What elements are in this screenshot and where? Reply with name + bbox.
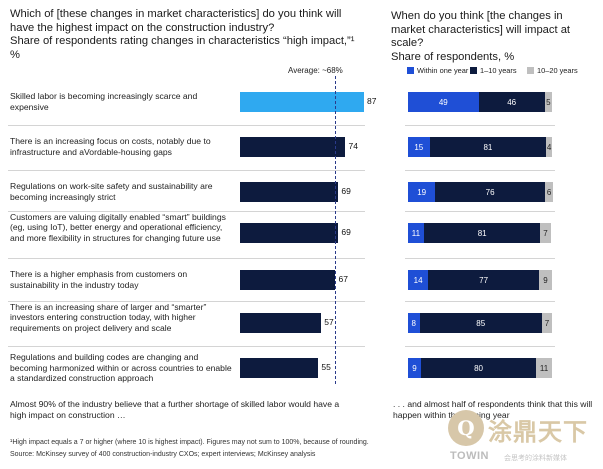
source-note: Source: McKinsey survey of 400 construct… [10,450,316,458]
row-separator [405,258,555,259]
row-label: Regulations on work-site safety and sust… [10,181,213,202]
legend-swatch [470,67,477,74]
legend-item: 10–20 years [527,66,578,75]
impact-bar [240,313,322,333]
timing-segment: 11 [408,223,424,243]
timing-segment: 5 [544,92,552,112]
impact-bar [240,137,346,157]
impact-value: 69 [341,186,351,196]
impact-bar [240,182,339,202]
impact-value: 67 [338,274,348,284]
right-chart-header: When do you think [the changes in market… [391,10,586,64]
timing-segment: 9 [408,358,421,378]
left-takeaway: Almost 90% of the industry believe that … [10,399,340,420]
impact-bar [240,358,319,378]
row-label: Customers are valuing digitally enabled … [10,211,226,243]
left-chart-question: Which of [these changes in market charac… [10,8,342,34]
row-separator [8,346,365,347]
timing-segment: 81 [429,137,547,157]
impact-value: 57 [324,317,334,327]
impact-value: 69 [341,227,351,237]
timing-segment: 80 [420,358,537,378]
timing-segment: 7 [540,223,551,243]
watermark-mark-icon: Q [448,410,484,446]
average-reference-line [335,76,336,384]
watermark-logo: Q 涂鼎天下 TOWIN 会思考的涂料新媒体 [448,408,598,466]
timing-segment: 9 [539,270,552,290]
timing-segment: 11 [536,358,552,378]
timing-segment: 85 [419,313,542,333]
footnote: ¹High impact equals a 7 or higher (where… [10,439,369,446]
watermark-tagline: 会思考的涂料新媒体 [504,455,567,462]
legend-swatch [527,67,534,74]
row-label: There is an increasing focus on costs, n… [10,136,211,157]
row-separator [405,211,555,212]
row-separator [405,346,555,347]
row-separator [8,125,365,126]
left-chart-subtitle: Share of respondents rating changes in c… [10,35,355,61]
timing-segment: 77 [428,270,540,290]
legend-label: 10–20 years [537,66,578,75]
watermark-name: 涂鼎天下 [488,417,588,446]
timing-segment: 15 [408,137,430,157]
right-takeaway: . . . and almost half of respondents thi… [393,399,593,420]
legend-item: Within one year [407,66,468,75]
notes: ¹High impact equals a 7 or higher (where… [10,437,450,460]
timing-segment: 46 [478,92,545,112]
row-separator [8,170,365,171]
row-separator [405,301,555,302]
timing-segment: 14 [408,270,429,290]
legend-label: 1–10 years [480,66,517,75]
legend-label: Within one year [417,66,469,75]
legend-item: 1–10 years [470,66,517,75]
row-separator [8,258,365,259]
row-label: There is an increasing share of larger a… [10,301,207,333]
timing-segment: 19 [408,182,436,202]
timing-segment: 8 [408,313,420,333]
timing-segment: 81 [423,223,541,243]
impact-value: 55 [321,362,331,372]
timing-segment: 76 [435,182,545,202]
right-chart-question: When do you think [the changes in market… [391,10,571,49]
row-label: Skilled labor is becoming increasingly s… [10,91,198,112]
timing-segment: 7 [541,313,552,333]
impact-value: 74 [348,141,358,151]
row-separator [8,301,365,302]
left-chart-header: Which of [these changes in market charac… [10,8,360,62]
legend-swatch [407,67,414,74]
right-chart-subtitle: Share of respondents, % [391,50,515,63]
watermark-brand: TOWIN [450,450,489,462]
impact-value: 87 [367,96,377,106]
average-label: Average: ~68% [288,66,343,75]
row-label: Regulations and building codes are chang… [10,352,232,384]
row-label: There is a higher emphasis from customer… [10,269,188,290]
timing-segment: 6 [544,182,554,202]
impact-bar [240,223,339,243]
impact-bar [240,92,364,112]
row-separator [8,211,365,212]
row-separator [405,125,555,126]
row-separator [405,170,555,171]
impact-bar [240,270,336,290]
timing-segment: 49 [408,92,479,112]
timing-segment: 4 [546,137,552,157]
